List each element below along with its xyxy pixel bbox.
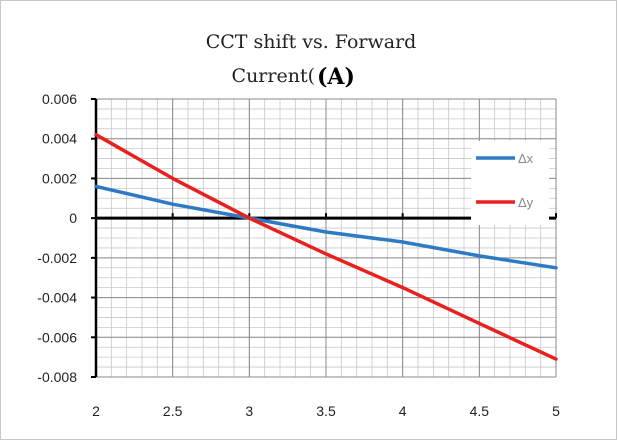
x-tick-label: 2.5	[163, 403, 183, 419]
legend: Δx Δy	[471, 141, 549, 225]
x-tick-label: 5	[552, 403, 560, 419]
y-tick-label: -0.004	[37, 290, 77, 306]
y-tick-label: -0.002	[37, 250, 77, 266]
y-tick-label: 0.002	[42, 170, 77, 186]
x-tick-label: 4	[399, 403, 407, 419]
x-tick-label: 3.5	[316, 403, 336, 419]
y-tick-label: 0.006	[42, 91, 77, 107]
x-tick-label: 3	[245, 403, 253, 419]
y-tick-label: -0.006	[37, 329, 77, 345]
legend-label: Δy	[518, 195, 534, 210]
legend-box	[471, 141, 549, 225]
grid-lines	[95, 98, 557, 378]
series-line	[94, 184, 558, 270]
chart-title-line2-prefix: Current(	[232, 65, 315, 87]
y-tick-label: -0.008	[37, 369, 77, 385]
chart-title-line1: CCT shift vs. Forward	[206, 31, 417, 53]
legend-label: Δx	[518, 151, 534, 166]
chart-title-line2-unit: (A)	[317, 64, 355, 90]
series-line	[94, 132, 558, 361]
y-tick-label: 0	[69, 210, 77, 226]
tick-labels: 0.006 0.004 0.002 0 -0.002 -0.004 -0.006 -0.008…	[37, 91, 560, 419]
x-tick-label: 4.5	[470, 403, 490, 419]
x-tick-label: 2	[92, 403, 100, 419]
y-tick-label: 0.004	[42, 131, 77, 147]
series-lines	[94, 132, 558, 361]
